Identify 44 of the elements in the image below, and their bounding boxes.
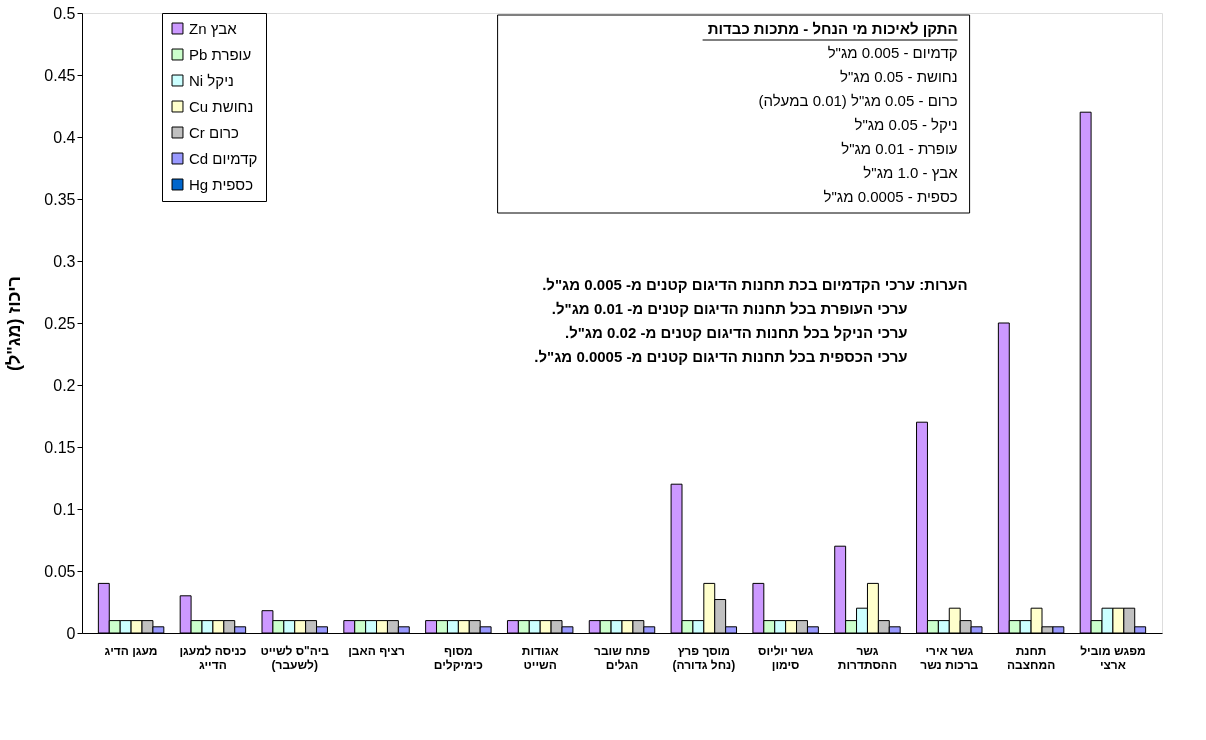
legend-label: עופרת Pb: [189, 45, 252, 63]
annotation: התקן לאיכות מי הנחל - מתכות כבדות: [707, 20, 958, 37]
annotation: ערכי הניקל בכל תחנות הדיגום קטנים מ- 0.02 מג"ל.: [564, 324, 908, 341]
x-tick-label: ביה"ס לשייט (לשעבר): [260, 643, 330, 672]
x-tick-label: תחנת המחצבה: [1006, 643, 1056, 672]
y-tick-label: 0: [66, 624, 76, 642]
x-tick-label: גשר ההסתדרות: [837, 643, 898, 672]
legend-label: ניקל Ni: [189, 71, 234, 89]
annotation: אבץ - 1.0 מג"ל: [863, 164, 959, 181]
x-tick-label: מעגן הדיג: [104, 643, 158, 658]
y-tick-label: 0.5: [53, 4, 76, 22]
y-tick-label: 0.45: [44, 66, 76, 84]
legend-label: כספית Hg: [189, 175, 254, 193]
annotation: כרום - 0.05 מג"ל (0.01 במעלה): [758, 92, 958, 109]
annotation: עופרת - 0.01 מג"ל: [841, 140, 958, 157]
y-axis-title: ריכוז (מג"ל): [4, 276, 25, 371]
x-tick-label: אגודות השייט: [521, 643, 559, 672]
legend-label: קדמיום Cd: [189, 149, 258, 167]
y-tick-label: 0.4: [53, 128, 76, 146]
annotation: ניקל - 0.05 מג"ל: [854, 116, 958, 133]
annotation: קדמיום - 0.005 מג"ל: [827, 44, 958, 61]
annotation: הערות: ערכי הקדמיום בכת תחנות הדיגום קטנים מ- 0.005 מג"ל.: [542, 276, 968, 293]
y-tick-label: 0.35: [44, 190, 76, 208]
x-tick-label: מפגש מוביל ארצי: [1080, 643, 1146, 672]
annotation: נחושת - 0.05 מג"ל: [840, 68, 958, 85]
x-tick-label: פתח שובר הגלים: [593, 643, 651, 672]
y-tick-label: 0.05: [44, 562, 76, 580]
x-tick-label: רציף האבן: [348, 643, 405, 658]
x-tick-label: מסוף כימיקלים: [433, 643, 483, 672]
y-tick-label: 0.3: [53, 252, 76, 270]
y-tick-label: 0.2: [53, 376, 76, 394]
y-tick-label: 0.25: [44, 314, 76, 332]
x-tick-label: גשר אירי ברכות נשר: [920, 643, 979, 672]
legend-label: כרום Cr: [189, 123, 240, 141]
legend-label: נחושת Cu: [189, 97, 254, 115]
y-tick-label: 0.1: [53, 500, 76, 518]
annotation: כספית - 0.0005 מג"ל: [823, 188, 958, 205]
x-tick-label: כניסה למעגן הדייג: [179, 643, 247, 672]
x-tick-label: גשר יוליוס סימון: [758, 643, 814, 672]
x-tick-label: מוסך פרץ (נחל גדורה): [672, 643, 736, 672]
annotation: ערכי הכספית בכל תחנות הדיגום קטנים מ- 0.0005 מג"ל.: [534, 348, 908, 365]
y-tick-label: 0.15: [44, 438, 76, 456]
legend-label: אבץ Zn: [189, 19, 238, 37]
annotation: ערכי העופרת בכל תחנות הדיגום קטנים מ- 0.01 מג"ל.: [551, 300, 908, 317]
